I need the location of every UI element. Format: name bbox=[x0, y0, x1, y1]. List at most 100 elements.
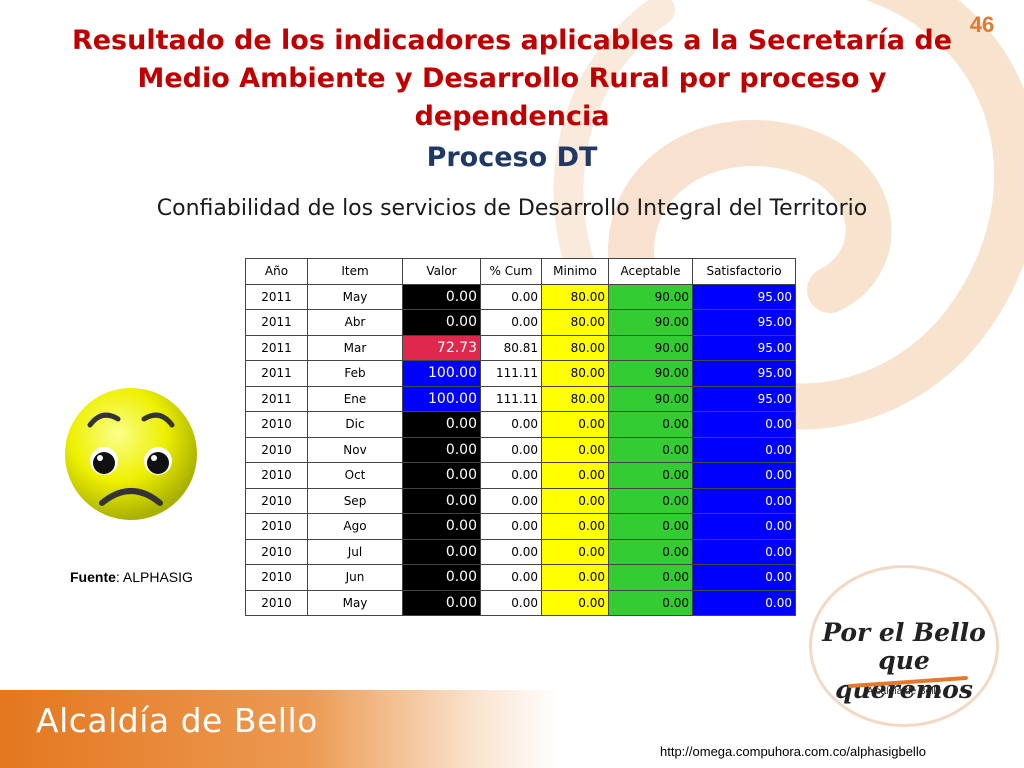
title-line-3: dependencia bbox=[414, 101, 610, 132]
footer-url: http://omega.compuhora.com.co/alphasigbe… bbox=[660, 744, 926, 759]
cell-cum: 0.00 bbox=[480, 564, 542, 591]
page-number: 46 bbox=[969, 12, 995, 37]
cell-year: 2010 bbox=[245, 538, 308, 565]
cell-minimo: 80.00 bbox=[541, 385, 609, 412]
cell-year: 2011 bbox=[245, 385, 308, 412]
table-row: 2010 Ago 0.00 0.00 0.00 0.00 0.00 bbox=[245, 513, 796, 540]
cell-valor: 0.00 bbox=[402, 283, 481, 310]
cell-year: 2011 bbox=[245, 309, 308, 336]
cell-cum: 0.00 bbox=[480, 411, 542, 438]
cell-year: 2010 bbox=[245, 487, 308, 514]
cell-minimo: 0.00 bbox=[541, 487, 609, 514]
cell-satisfactorio: 0.00 bbox=[692, 513, 796, 540]
cell-valor: 100.00 bbox=[402, 360, 481, 387]
table-row: 2010 Jun 0.00 0.00 0.00 0.00 0.00 bbox=[245, 564, 796, 591]
cell-minimo: 0.00 bbox=[541, 436, 609, 463]
cell-item: Mar bbox=[307, 334, 403, 361]
indicator-name: Confiabilidad de los servicios de Desarr… bbox=[156, 196, 868, 221]
cell-minimo: 0.00 bbox=[541, 589, 609, 616]
cell-item: Jul bbox=[307, 538, 403, 565]
cell-year: 2010 bbox=[245, 436, 308, 463]
table-row: 2010 Nov 0.00 0.00 0.00 0.00 0.00 bbox=[245, 436, 796, 463]
table-row: 2011 Abr 0.00 0.00 80.00 90.00 95.00 bbox=[245, 309, 796, 336]
table-row: 2010 Jul 0.00 0.00 0.00 0.00 0.00 bbox=[245, 538, 796, 565]
cell-satisfactorio: 0.00 bbox=[692, 564, 796, 591]
cell-satisfactorio: 0.00 bbox=[692, 462, 796, 489]
cell-valor: 0.00 bbox=[402, 411, 481, 438]
cell-minimo: 0.00 bbox=[541, 462, 609, 489]
cell-aceptable: 90.00 bbox=[608, 283, 693, 310]
cell-cum: 0.00 bbox=[480, 462, 542, 489]
table-body: 2011 May 0.00 0.00 80.00 90.00 95.00 2011 Abr 0.0… bbox=[245, 283, 796, 616]
cell-satisfactorio: 0.00 bbox=[692, 411, 796, 438]
cell-cum: 0.00 bbox=[480, 487, 542, 514]
cell-cum: 111.11 bbox=[480, 385, 542, 412]
cell-year: 2010 bbox=[245, 462, 308, 489]
cell-valor: 0.00 bbox=[402, 487, 481, 514]
cell-valor: 72.73 bbox=[402, 334, 481, 361]
cell-aceptable: 0.00 bbox=[608, 411, 693, 438]
cell-aceptable: 0.00 bbox=[608, 436, 693, 463]
cell-valor: 100.00 bbox=[402, 385, 481, 412]
cell-satisfactorio: 0.00 bbox=[692, 487, 796, 514]
cell-minimo: 80.00 bbox=[541, 360, 609, 387]
cell-year: 2010 bbox=[245, 513, 308, 540]
cell-year: 2011 bbox=[245, 360, 308, 387]
cell-valor: 0.00 bbox=[402, 589, 481, 616]
cell-year: 2010 bbox=[245, 411, 308, 438]
source-label: Fuente bbox=[70, 569, 116, 585]
source-value: : ALPHASIG bbox=[115, 569, 193, 585]
cell-item: Nov bbox=[307, 436, 403, 463]
cell-minimo: 80.00 bbox=[541, 334, 609, 361]
cell-item: Feb bbox=[307, 360, 403, 387]
header-cum: % Cum bbox=[480, 258, 542, 285]
cell-minimo: 0.00 bbox=[541, 538, 609, 565]
table-row: 2011 May 0.00 0.00 80.00 90.00 95.00 bbox=[245, 283, 796, 310]
indicator-table: Año Item Valor % Cum Minimo Aceptable Sa… bbox=[245, 258, 796, 616]
cell-cum: 0.00 bbox=[480, 538, 542, 565]
title-line-1: Resultado de los indicadores aplicables … bbox=[71, 25, 953, 56]
cell-satisfactorio: 0.00 bbox=[692, 436, 796, 463]
cell-cum: 0.00 bbox=[480, 283, 542, 310]
table-row: 2010 Oct 0.00 0.00 0.00 0.00 0.00 bbox=[245, 462, 796, 489]
cell-cum: 0.00 bbox=[480, 309, 542, 336]
cell-cum: 0.00 bbox=[480, 589, 542, 616]
cell-valor: 0.00 bbox=[402, 538, 481, 565]
header-minimo: Minimo bbox=[541, 258, 609, 285]
cell-item: May bbox=[307, 283, 403, 310]
badge-line-1: Por el Bello bbox=[822, 618, 986, 647]
cell-satisfactorio: 95.00 bbox=[692, 309, 796, 336]
cell-satisfactorio: 95.00 bbox=[692, 385, 796, 412]
cell-aceptable: 90.00 bbox=[608, 360, 693, 387]
table-row: 2011 Ene 100.00 111.11 80.00 90.00 95.00 bbox=[245, 385, 796, 412]
cell-satisfactorio: 95.00 bbox=[692, 283, 796, 310]
slide-title: Resultado de los indicadores aplicables … bbox=[60, 22, 964, 180]
cell-item: Ago bbox=[307, 513, 403, 540]
sad-face-icon bbox=[65, 388, 197, 520]
cell-item: Abr bbox=[307, 309, 403, 336]
table-row: 2010 May 0.00 0.00 0.00 0.00 0.00 bbox=[245, 589, 796, 616]
cell-cum: 0.00 bbox=[480, 513, 542, 540]
cell-aceptable: 0.00 bbox=[608, 589, 693, 616]
table-row: 2010 Sep 0.00 0.00 0.00 0.00 0.00 bbox=[245, 487, 796, 514]
cell-year: 2010 bbox=[245, 589, 308, 616]
cell-valor: 0.00 bbox=[402, 513, 481, 540]
header-valor: Valor bbox=[402, 258, 481, 285]
source-note: Fuente: ALPHASIG bbox=[70, 569, 193, 585]
cell-year: 2011 bbox=[245, 283, 308, 310]
cell-satisfactorio: 0.00 bbox=[692, 538, 796, 565]
cell-item: Jun bbox=[307, 564, 403, 591]
cell-satisfactorio: 95.00 bbox=[692, 334, 796, 361]
cell-item: Sep bbox=[307, 487, 403, 514]
cell-item: May bbox=[307, 589, 403, 616]
cell-cum: 0.00 bbox=[480, 436, 542, 463]
cell-valor: 0.00 bbox=[402, 436, 481, 463]
title-line-2: Medio Ambiente y Desarrollo Rural por pr… bbox=[137, 63, 887, 94]
table-row: 2011 Mar 72.73 80.81 80.00 90.00 95.00 bbox=[245, 334, 796, 361]
cell-valor: 0.00 bbox=[402, 564, 481, 591]
logo-badge-icon: Por el Bello que queremos Alcaldía de Be… bbox=[812, 568, 996, 724]
cell-minimo: 0.00 bbox=[541, 411, 609, 438]
table-row: 2011 Feb 100.00 111.11 80.00 90.00 95.00 bbox=[245, 360, 796, 387]
cell-aceptable: 0.00 bbox=[608, 564, 693, 591]
table-header-row: Año Item Valor % Cum Minimo Aceptable Sa… bbox=[245, 258, 796, 285]
